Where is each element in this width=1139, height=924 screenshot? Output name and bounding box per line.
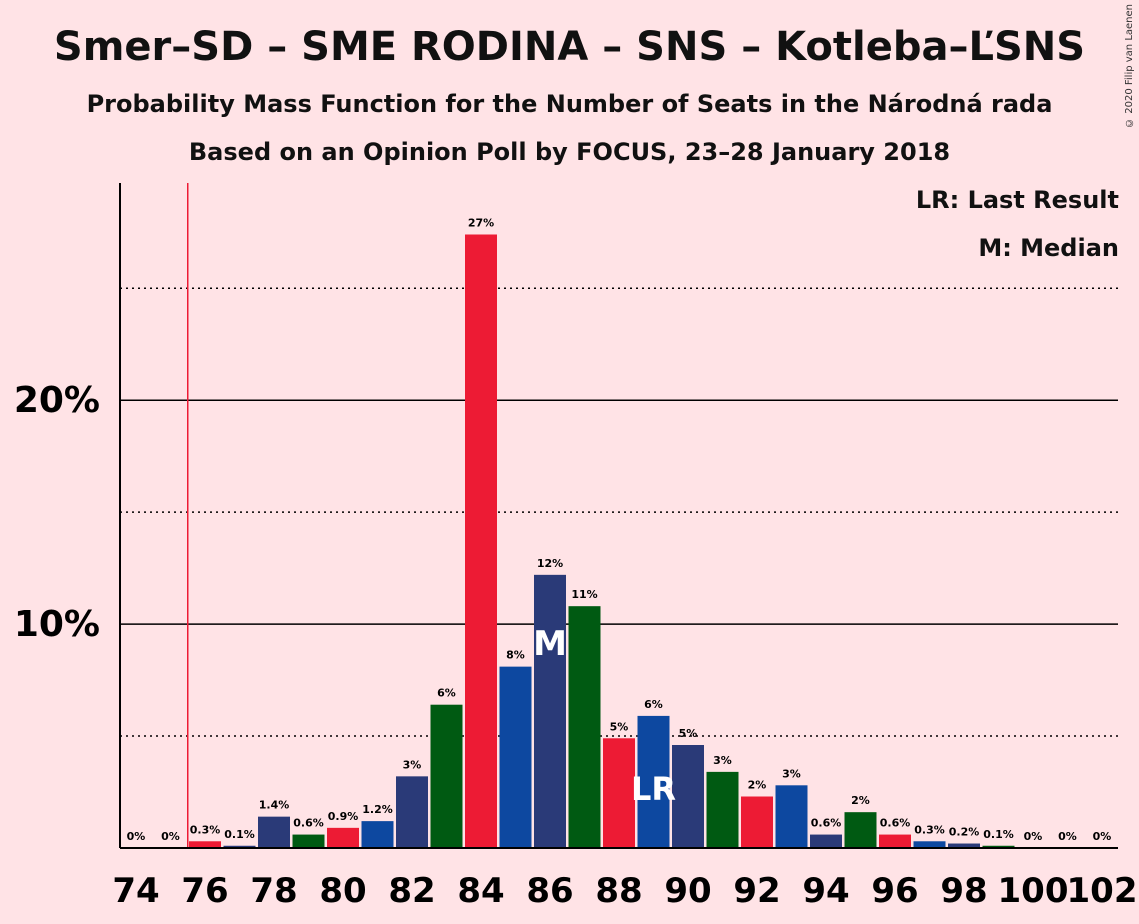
bar-label-87: 11%: [571, 588, 597, 601]
bar-91: [706, 771, 739, 848]
bar-90: [672, 745, 704, 848]
bar-label-83: 6%: [437, 687, 456, 700]
bar-label-88: 5%: [610, 720, 629, 733]
bar-87: [568, 606, 601, 848]
bar-label-85: 8%: [506, 649, 525, 662]
chart-title: Smer–SD – SME RODINA – SNS – Kotleba–ĽSN…: [53, 24, 1086, 70]
bar-97: [913, 841, 946, 848]
y-tick-label: 10%: [14, 604, 100, 645]
bar-label-78: 1.4%: [259, 799, 290, 812]
x-tick-label-102: 102: [1067, 871, 1138, 911]
chart-subtitle: Probability Mass Function for the Number…: [86, 90, 1053, 118]
last-result-marker: LR: [631, 770, 676, 808]
bar-label-95: 2%: [851, 794, 870, 807]
bar-label-76: 0.3%: [190, 823, 221, 836]
bar-88: [603, 738, 635, 848]
median-marker: M: [533, 624, 567, 664]
bar-98: [948, 843, 980, 848]
bar-80: [327, 827, 359, 848]
bar-77: [223, 845, 256, 848]
bar-label-101: 0%: [1058, 830, 1077, 843]
bar-83: [430, 704, 463, 848]
bar-82: [396, 776, 428, 848]
bar-label-82: 3%: [403, 758, 422, 771]
bar-label-77: 0.1%: [224, 828, 255, 841]
x-tick-label-86: 86: [526, 871, 573, 911]
bar-84: [465, 234, 497, 849]
bar-label-94: 0.6%: [811, 817, 842, 830]
bar-label-84: 27%: [468, 216, 494, 229]
bar-81: [361, 821, 394, 848]
bar-92: [741, 796, 773, 848]
bar-label-80: 0.9%: [328, 810, 359, 823]
x-tick-label-96: 96: [871, 871, 918, 911]
bar-label-79: 0.6%: [293, 817, 324, 830]
bar-label-93: 3%: [782, 767, 801, 780]
bar-label-92: 2%: [748, 779, 767, 792]
bar-label-89: 6%: [644, 698, 663, 711]
x-tick-label-76: 76: [181, 871, 228, 911]
bar-label-81: 1.2%: [362, 803, 393, 816]
bar-89: [637, 715, 670, 848]
legend-median: M: Median: [978, 234, 1119, 262]
bar-label-97: 0.3%: [914, 823, 945, 836]
x-tick-label-84: 84: [457, 871, 504, 911]
x-tick-label-92: 92: [733, 871, 780, 911]
bar-label-74: 0%: [127, 830, 146, 843]
x-tick-label-88: 88: [595, 871, 642, 911]
bar-93: [775, 785, 808, 848]
bar-99: [982, 845, 1015, 848]
y-tick-label: 20%: [14, 380, 100, 421]
x-tick-label-98: 98: [940, 871, 987, 911]
bar-label-90: 5%: [679, 727, 698, 740]
bar-label-99: 0.1%: [983, 828, 1014, 841]
bar-96: [879, 834, 911, 848]
x-tick-label-78: 78: [250, 871, 297, 911]
bar-86: [534, 574, 566, 848]
bar-85: [499, 666, 532, 848]
bar-label-86: 12%: [537, 557, 563, 570]
x-tick-label-74: 74: [112, 871, 159, 911]
bar-76: [189, 841, 221, 848]
bar-label-100: 0%: [1024, 830, 1043, 843]
bar-label-98: 0.2%: [949, 826, 980, 839]
bar-label-96: 0.6%: [880, 817, 911, 830]
chart-subtitle-2: Based on an Opinion Poll by FOCUS, 23–28…: [188, 138, 951, 166]
bar-label-91: 3%: [713, 754, 732, 767]
bar-94: [810, 834, 842, 848]
legend-last-result: LR: Last Result: [915, 186, 1119, 214]
x-tick-label-82: 82: [388, 871, 435, 911]
x-tick-label-100: 100: [998, 871, 1069, 911]
x-tick-label-90: 90: [664, 871, 711, 911]
x-tick-label-94: 94: [802, 871, 849, 911]
bar-95: [844, 812, 877, 848]
x-tick-label-80: 80: [319, 871, 366, 911]
bar-label-102: 0%: [1093, 830, 1112, 843]
bar-label-75: 0%: [161, 830, 180, 843]
bar-78: [258, 816, 290, 848]
bar-79: [292, 834, 325, 848]
